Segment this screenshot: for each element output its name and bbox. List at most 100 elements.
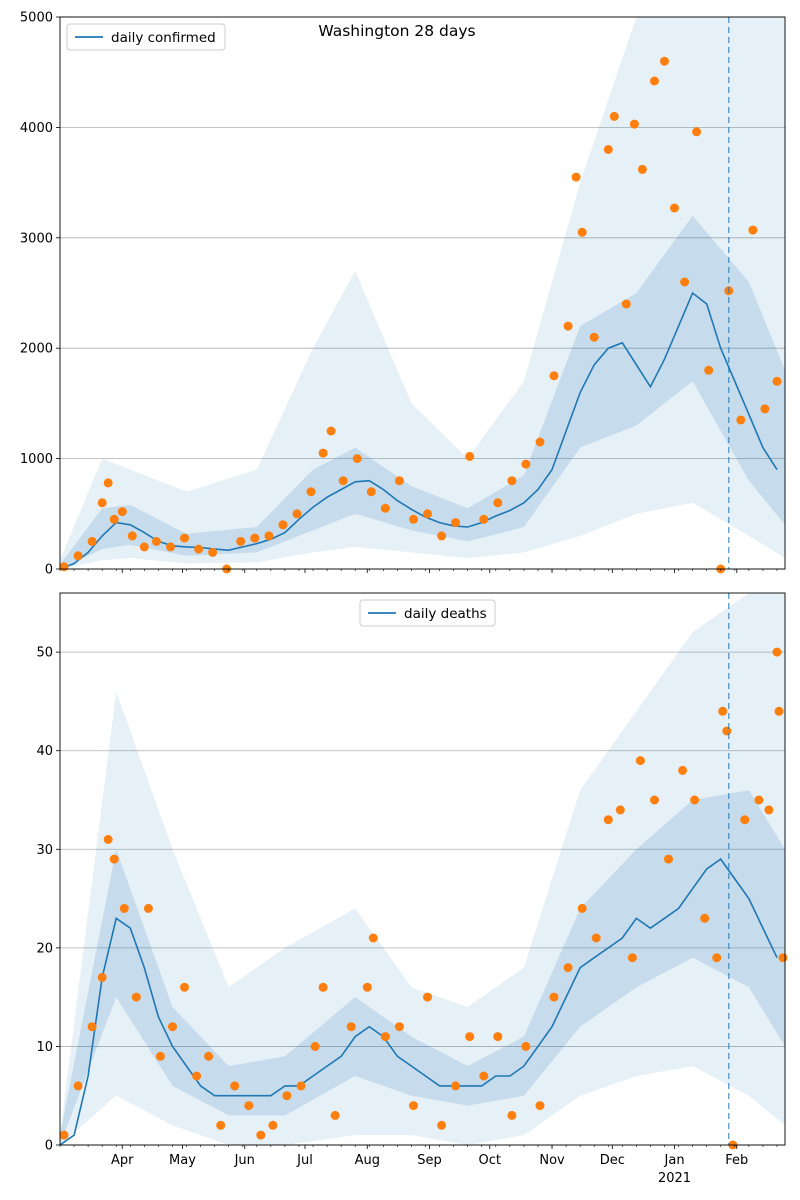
x-tick-label: Aug	[355, 1153, 380, 1168]
observed-point	[346, 1022, 356, 1032]
model-line	[59, 857, 778, 1146]
observed-point	[119, 903, 129, 913]
observed-point	[704, 365, 714, 375]
observed-point	[690, 795, 700, 805]
observed-point	[660, 56, 669, 66]
observed-point	[603, 815, 613, 825]
y-tick-label: 2000	[20, 342, 53, 357]
observed-point	[521, 1041, 531, 1051]
legend-label-daily-deaths: daily deaths	[404, 606, 487, 622]
y-tick-label: 3000	[20, 231, 53, 246]
observed-point	[680, 277, 690, 287]
observed-point	[87, 536, 97, 546]
observed-point	[493, 498, 503, 508]
observed-point	[563, 321, 573, 331]
deaths-grid	[60, 651, 785, 1146]
observed-point	[97, 498, 107, 508]
observed-point	[603, 145, 613, 154]
observed-point	[180, 982, 189, 992]
deaths-panel: 0 10 20 30 40 50 Apr May Jun Jul Aug Sep Oct Nov Dec Ja…	[36, 592, 788, 1186]
observed-point	[330, 1110, 340, 1120]
observed-point	[87, 1022, 97, 1032]
observed-point	[678, 765, 688, 775]
observed-point	[204, 1051, 214, 1061]
observed-point	[772, 376, 782, 386]
observed-point	[493, 1032, 503, 1042]
observed-point	[740, 815, 750, 825]
confirmed-bands	[60, 17, 785, 569]
observed-point	[194, 544, 204, 554]
observed-point	[318, 982, 328, 992]
x-tick-label: Jul	[296, 1153, 313, 1168]
observed-point	[117, 507, 127, 517]
observed-point	[97, 972, 107, 982]
observed-point	[73, 551, 83, 561]
observed-point	[326, 426, 336, 436]
observed-point	[166, 542, 175, 552]
observed-point	[764, 805, 774, 815]
observed-point	[577, 227, 587, 237]
observed-point	[59, 562, 69, 572]
observed-point	[131, 992, 141, 1002]
observed-point	[722, 726, 732, 736]
observed-point	[155, 1051, 165, 1061]
observed-point	[718, 706, 728, 716]
observed-point	[507, 1110, 517, 1120]
observed-point	[664, 854, 673, 864]
observed-point	[409, 1101, 418, 1111]
observed-point	[507, 476, 517, 486]
y-tick-label: 50	[36, 646, 53, 661]
observed-point	[250, 533, 260, 543]
y-tick-label: 0	[45, 563, 53, 578]
observed-point	[306, 487, 316, 497]
observed-point	[268, 1120, 278, 1130]
legend-label-daily-confirmed: daily confirmed	[111, 30, 216, 46]
observed-point	[139, 542, 149, 552]
observed-point	[774, 706, 784, 716]
observed-point	[103, 834, 113, 844]
observed-point	[380, 1032, 390, 1042]
x-tick-label: May	[169, 1153, 196, 1168]
observed-point	[692, 127, 702, 137]
x-tick-label: Jun	[234, 1153, 255, 1168]
observed-point	[296, 1081, 306, 1091]
observed-point	[535, 437, 545, 447]
observed-point	[264, 531, 274, 541]
observed-point	[479, 514, 489, 524]
observed-point	[310, 1041, 320, 1051]
observed-point	[549, 371, 559, 381]
observed-point	[479, 1071, 489, 1081]
observed-point	[670, 203, 679, 213]
observed-point	[609, 111, 619, 121]
observed-point	[577, 903, 587, 913]
plot-frame	[59, 592, 786, 1146]
legend-box	[359, 599, 496, 627]
observed-point	[216, 1120, 226, 1130]
x-tick-label: Jan	[664, 1153, 685, 1168]
observed-point	[73, 1081, 83, 1091]
deaths-marks	[59, 593, 788, 1150]
observed-point	[760, 404, 770, 414]
observed-point	[571, 172, 581, 182]
observed-point	[362, 982, 372, 992]
outer-band	[60, 17, 785, 569]
observed-point	[278, 520, 288, 530]
y-tick-label: 10	[36, 1040, 53, 1055]
y-tick-label: 4000	[20, 121, 53, 136]
y-tick-label: 5000	[20, 11, 53, 26]
observed-point	[208, 547, 218, 557]
observed-point	[338, 476, 348, 486]
observed-point	[637, 164, 647, 174]
observed-point	[629, 119, 639, 129]
observed-point	[282, 1091, 292, 1101]
x-tick-label: Oct	[479, 1153, 501, 1168]
confirmed-marks	[59, 17, 782, 574]
confirmed-axes: 0 1000 2000 3000 4000 5000	[20, 11, 786, 578]
deaths-legend: daily deaths	[359, 599, 496, 627]
observed-point	[236, 536, 246, 546]
observed-point	[700, 913, 710, 923]
x-tick-label: Nov	[539, 1153, 565, 1168]
observed-point	[151, 536, 161, 546]
year-label: 2021	[658, 1171, 691, 1186]
observed-point	[244, 1101, 254, 1111]
